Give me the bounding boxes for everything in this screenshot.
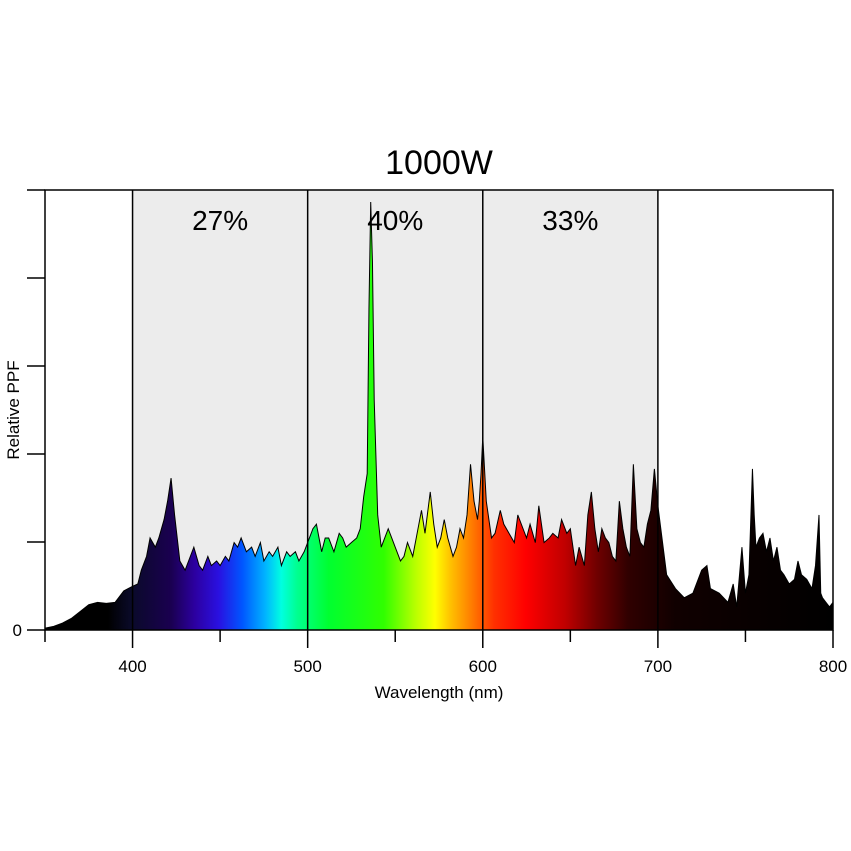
band-label-0: 27% [192,205,248,236]
spectrum-area [44,201,834,631]
band-label-group: 27% 40% 33% [192,205,598,236]
band-divider-group [131,190,659,630]
x-tick-label-4: 800 [819,657,847,676]
x-tick-label-0: 400 [118,657,146,676]
x-axis-ticks: 400 500 600 700 800 [44,630,847,676]
x-axis-label: Wavelength (nm) [375,683,504,702]
x-tick-label-1: 500 [293,657,321,676]
chart-title: 1000W [385,144,493,182]
band-label-1: 40% [367,205,423,236]
band-label-2: 33% [542,205,598,236]
y-axis-label: Relative PPF [4,360,23,459]
x-tick-label-2: 600 [469,657,497,676]
y-tick-label-0: 0 [13,621,22,640]
y-axis-ticks: 0 [13,189,45,640]
band-shading-group [132,190,658,630]
plot-frame [44,189,834,631]
x-tick-label-3: 700 [644,657,672,676]
